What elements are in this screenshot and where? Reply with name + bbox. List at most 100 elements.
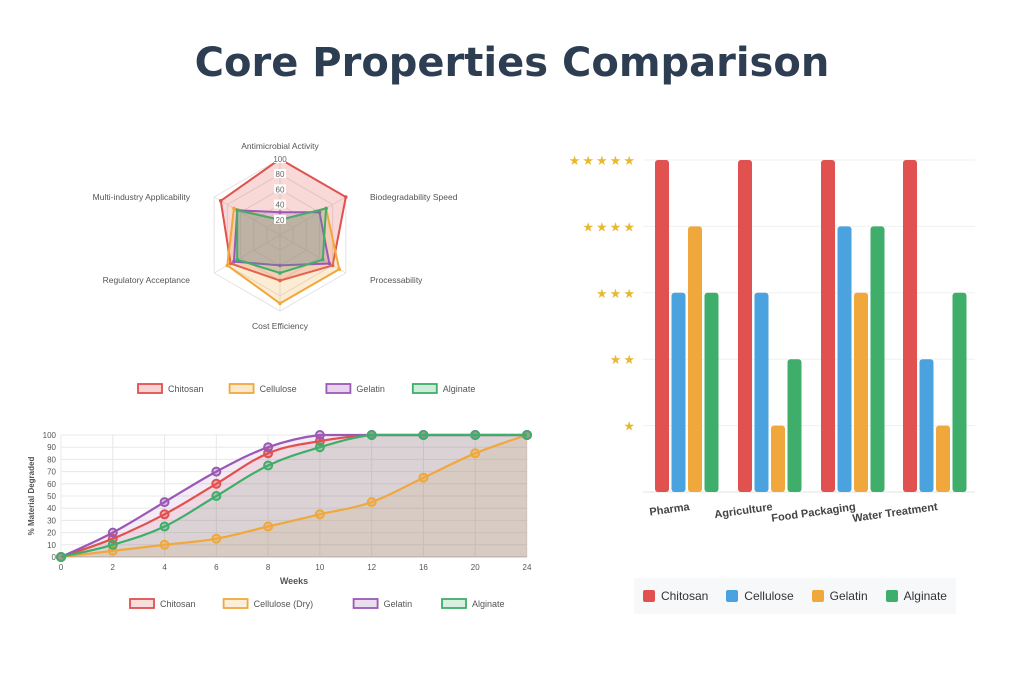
bar-star-tick-label: ★★★★ [582, 219, 637, 234]
line-ytick-label: 50 [47, 492, 56, 501]
line-area-2 [61, 435, 527, 557]
radar-axis-label: Cost Efficiency [252, 321, 309, 331]
line-point [159, 521, 170, 532]
line-point [107, 527, 118, 538]
bar-legend-item-chitosan[interactable]: Chitosan [642, 589, 709, 603]
radar-point [278, 278, 282, 283]
radar-tick-bg [274, 199, 286, 209]
line-ytick-label: 80 [47, 455, 56, 464]
bar-category-label: Pharma [649, 501, 692, 519]
bar-chitosan-0 [655, 160, 669, 492]
radar-point [327, 261, 332, 266]
line-ytick-label: 30 [47, 516, 56, 525]
radar-tick-label: 40 [276, 201, 285, 210]
radar-legend-swatch [325, 383, 352, 394]
radar-tick-bg [274, 214, 286, 224]
line-xtick-label: 0 [59, 563, 64, 572]
line-area-0 [61, 435, 527, 557]
line-point [470, 430, 481, 440]
radar-point [278, 210, 282, 214]
radar-legend-swatch [228, 383, 255, 394]
radar-point [225, 263, 230, 268]
line-point [263, 460, 274, 471]
line-legend-swatch [352, 598, 379, 609]
bar-legend-item-cellulose[interactable]: Cellulose [726, 589, 794, 603]
radar-point [344, 195, 348, 199]
radar-axis-label: Multi-industry Applicability [93, 192, 191, 202]
radar-point [320, 257, 325, 262]
line-point [211, 533, 222, 544]
bar-cellulose-3 [919, 359, 934, 492]
radar-chart-svg: 20 40 60 80 100 Antimicrobial Activity Biodegr… [93, 141, 476, 394]
line-area-3 [61, 435, 527, 557]
bar-star-tick-label: ★★★ [596, 286, 637, 301]
bar-gelatin-3 [936, 425, 950, 492]
bar-legend-swatch [726, 590, 739, 602]
line-xtick-label: 2 [111, 563, 116, 572]
line-ytick-label: 70 [47, 468, 56, 477]
line-point [56, 552, 66, 562]
line-point [263, 521, 274, 532]
bar-legend-label: Alginate [903, 589, 947, 603]
line-point [159, 539, 170, 550]
bar-alginate-2 [870, 226, 885, 492]
bar-legend-item-alginate[interactable]: Alginate [885, 589, 947, 603]
line-ytick-label: 60 [47, 480, 56, 489]
line-point [470, 448, 481, 459]
bar-cellulose-1 [754, 292, 769, 492]
bar-gelatin-2 [854, 292, 868, 492]
page-title: Core Properties Comparison [194, 40, 830, 86]
bar-legend-item-gelatin[interactable]: Gelatin [811, 589, 868, 603]
line-xtick-label: 16 [419, 563, 428, 572]
line-legend-label: Gelatin [384, 599, 413, 609]
bar-chitosan-2 [821, 160, 835, 492]
radar-point [232, 206, 236, 211]
bar-alginate-0 [704, 292, 719, 492]
radar-spoke [213, 196, 281, 236]
radar-point [278, 301, 282, 306]
bar-star-tick-label: ★ [623, 419, 637, 434]
bar-alginate-3 [952, 292, 967, 492]
line-ytick-label: 40 [47, 504, 56, 513]
radar-point [235, 257, 240, 262]
radar-axis-label: Regulatory Acceptance [103, 275, 191, 285]
radar-legend-swatch [137, 383, 163, 394]
radar-axis-label: Antimicrobial Activity [241, 141, 319, 151]
bar-legend-swatch [811, 590, 824, 602]
radar-point [324, 206, 328, 211]
radar-spoke [279, 234, 347, 274]
bar-chitosan-1 [738, 160, 752, 492]
line-point [211, 466, 222, 477]
line-ytick-label: 0 [52, 553, 57, 562]
radar-tick-bg [274, 154, 286, 163]
line-point [314, 442, 325, 453]
line-xtick-label: 8 [266, 563, 271, 572]
radar-axis-label: Processability [370, 275, 423, 285]
radar-point [232, 259, 236, 264]
radar-point [278, 263, 282, 268]
bar-gelatin-0 [688, 226, 702, 492]
line-legend-label: Cellulose (Dry) [254, 599, 314, 609]
line-legend-label: Chitosan [160, 599, 196, 609]
line-series-1 [60, 433, 528, 559]
radar-tick-label: 60 [276, 185, 285, 194]
line-point [211, 491, 222, 501]
line-series-3 [60, 433, 527, 559]
line-legend-swatch [441, 598, 467, 609]
bar-legend-swatch [885, 590, 898, 602]
bar-category-label: Water Treatment [852, 501, 939, 525]
radar-tick-label: 80 [276, 170, 285, 179]
radar-point [317, 210, 322, 214]
bar-legend-label: Chitosan [660, 589, 709, 603]
radar-chart: 20 40 60 80 100 Antimicrobial Activity Biodegr… [90, 140, 510, 405]
radar-point [235, 208, 240, 213]
line-point [314, 509, 325, 520]
line-xtick-label: 20 [471, 563, 480, 572]
bar-chitosan-3 [903, 160, 917, 492]
line-ytick-label: 90 [47, 443, 56, 452]
line-legend-label: Alginate [472, 599, 505, 609]
radar-point [218, 199, 223, 203]
radar-axis-label: Biodegradability Speed [370, 192, 458, 202]
